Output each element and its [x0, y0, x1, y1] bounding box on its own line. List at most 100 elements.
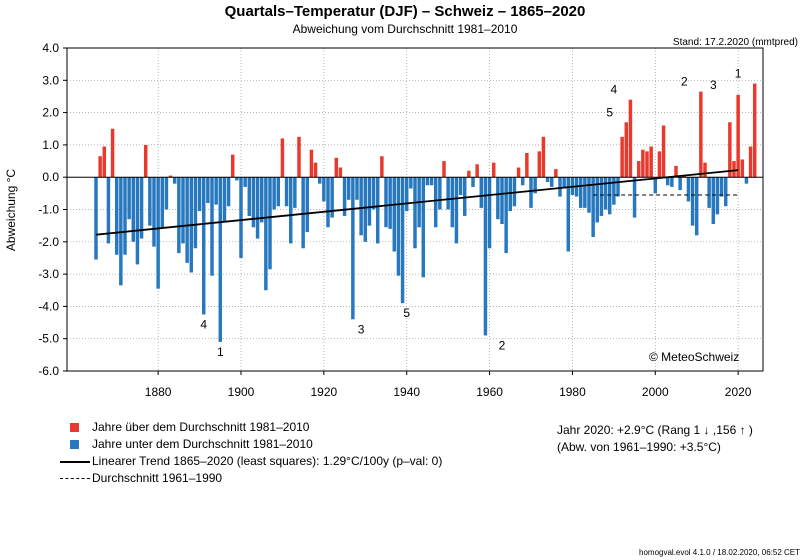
chart-title: Quartals–Temperatur (DJF) – Schweiz – 18…: [224, 3, 586, 20]
bar-2000: [653, 177, 658, 194]
rank-labels: 1 2 3 4 5 1 2 3 4 5: [200, 67, 741, 359]
bar-1878: [148, 177, 152, 226]
bar-2017: [723, 177, 728, 207]
bar-1948: [438, 177, 442, 210]
y-tick-label: 4.0: [42, 41, 59, 55]
x-tick-label: 1960: [476, 385, 503, 399]
bar-1979: [566, 177, 571, 252]
bar-1998: [645, 151, 649, 178]
bar-1950: [446, 177, 450, 210]
y-tick-label: 1.0: [42, 138, 59, 152]
bar-1924: [338, 167, 343, 178]
bar-2014: [711, 177, 716, 225]
bar-1886: [181, 177, 185, 244]
bar-1876: [139, 177, 144, 239]
y-axis-label: Abweichung °C: [4, 169, 18, 252]
bar-1906: [264, 177, 268, 291]
lines: [67, 169, 763, 236]
bar-2009: [690, 177, 695, 226]
bar-1883: [168, 175, 173, 178]
bar-1983: [583, 177, 587, 208]
bar-2005: [674, 165, 678, 178]
y-tick-label: -1.0: [38, 203, 59, 217]
bar-1923: [334, 157, 339, 178]
rank-label: 4: [611, 83, 618, 97]
bar-1967: [516, 167, 521, 178]
bar-2018: [728, 122, 732, 178]
bars: [94, 83, 757, 342]
y-tick-label: -4.0: [38, 299, 59, 313]
bar-1963: [500, 177, 504, 225]
bar-1976: [554, 169, 558, 178]
bar-2019: [732, 161, 736, 178]
bar-1907: [268, 177, 272, 270]
bar-2015: [715, 177, 720, 215]
bar-2020: [736, 94, 740, 178]
bar-1984: [587, 177, 591, 213]
legend-item-trend: Linearer Trend 1865–2020 (least squares)…: [60, 454, 520, 470]
bar-1938: [396, 177, 401, 276]
y-tick-label: -6.0: [38, 364, 59, 378]
bar-1939: [400, 177, 405, 304]
bar-1901: [243, 177, 247, 187]
bar-1972: [537, 151, 542, 178]
bar-1987: [599, 177, 604, 216]
y-tick-label: -2.0: [38, 235, 59, 249]
bar-2010: [694, 177, 699, 236]
bar-1921: [326, 177, 330, 228]
bar-1915: [301, 177, 305, 249]
bar-1951: [450, 177, 455, 228]
bar-1993: [624, 122, 629, 178]
average-swatch: [60, 478, 90, 479]
bar-1865: [94, 177, 98, 260]
bar-1877: [143, 144, 148, 178]
bar-1962: [496, 177, 500, 220]
rank-label: 3: [710, 78, 717, 92]
bar-1945: [425, 177, 430, 186]
bar-2002: [661, 125, 666, 178]
y-tick-label: -5.0: [38, 332, 59, 346]
bar-1892: [206, 177, 210, 204]
bar-1916: [305, 177, 310, 233]
bar-1868: [106, 177, 111, 244]
bar-1903: [251, 177, 256, 228]
bar-2023: [748, 146, 753, 178]
bar-1881: [160, 177, 165, 228]
bar-1897: [226, 177, 231, 207]
x-tick-label: 2000: [642, 385, 669, 399]
trend-line: [95, 169, 739, 236]
bar-1956: [471, 177, 475, 187]
bar-1992: [620, 136, 624, 178]
bar-1934: [380, 156, 384, 178]
bar-1893: [210, 177, 214, 276]
bar-1920: [322, 177, 326, 202]
bar-1875: [135, 177, 140, 265]
legend-average-label: Durchschnitt 1961–1990: [92, 471, 223, 485]
bar-1872: [123, 177, 127, 255]
bar-1911: [284, 177, 289, 207]
bar-1926: [346, 177, 351, 200]
bar-1890: [197, 177, 202, 212]
bar-2011: [699, 91, 703, 178]
y-tick-label: -3.0: [38, 267, 59, 281]
bar-1982: [578, 177, 583, 208]
bar-1913: [293, 177, 297, 208]
bar-1902: [247, 177, 252, 216]
y-tick-label: 3.0: [42, 73, 59, 87]
bar-1957: [475, 164, 479, 178]
bar-1927: [351, 177, 355, 320]
bar-1958: [479, 177, 484, 208]
bar-1928: [355, 177, 359, 200]
bar-1961: [491, 162, 496, 178]
bar-1960: [487, 177, 492, 249]
bar-1895: [218, 177, 223, 342]
bar-1996: [636, 161, 641, 178]
bar-1977: [558, 177, 562, 197]
bar-1954: [462, 177, 467, 216]
bar-1870: [114, 177, 119, 255]
bar-1964: [504, 177, 508, 254]
bar-1885: [177, 177, 181, 254]
bar-1867: [102, 146, 107, 178]
bar-1973: [541, 136, 546, 178]
bar-1880: [156, 177, 160, 289]
